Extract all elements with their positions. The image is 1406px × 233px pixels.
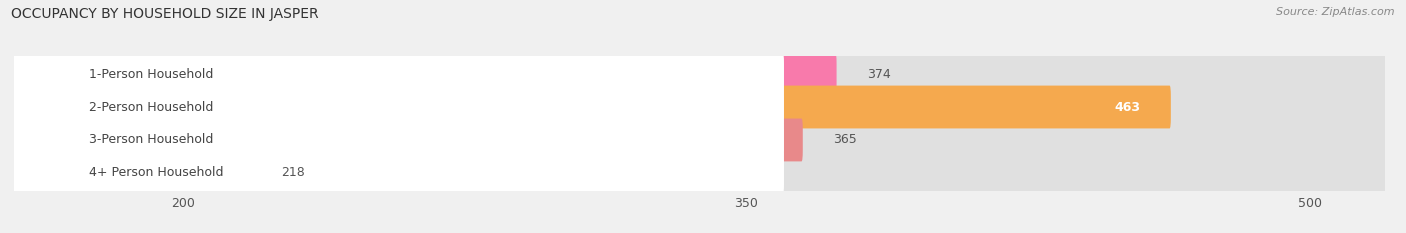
Text: 365: 365 [832, 134, 856, 147]
FancyBboxPatch shape [0, 119, 785, 161]
Text: Source: ZipAtlas.com: Source: ZipAtlas.com [1277, 7, 1395, 17]
Text: 218: 218 [281, 166, 305, 179]
FancyBboxPatch shape [0, 86, 1171, 128]
FancyBboxPatch shape [0, 53, 837, 96]
Text: 463: 463 [1115, 100, 1140, 113]
Text: 374: 374 [866, 68, 890, 81]
FancyBboxPatch shape [0, 53, 785, 96]
Text: 1-Person Household: 1-Person Household [89, 68, 214, 81]
FancyBboxPatch shape [0, 53, 1403, 96]
Text: 4+ Person Household: 4+ Person Household [89, 166, 224, 179]
Text: 3-Person Household: 3-Person Household [89, 134, 214, 147]
FancyBboxPatch shape [0, 119, 1403, 161]
FancyBboxPatch shape [0, 86, 785, 128]
FancyBboxPatch shape [0, 86, 1403, 128]
Text: OCCUPANCY BY HOUSEHOLD SIZE IN JASPER: OCCUPANCY BY HOUSEHOLD SIZE IN JASPER [11, 7, 319, 21]
FancyBboxPatch shape [0, 151, 1403, 194]
FancyBboxPatch shape [0, 151, 785, 194]
FancyBboxPatch shape [0, 151, 250, 194]
Text: 2-Person Household: 2-Person Household [89, 100, 214, 113]
FancyBboxPatch shape [0, 119, 803, 161]
